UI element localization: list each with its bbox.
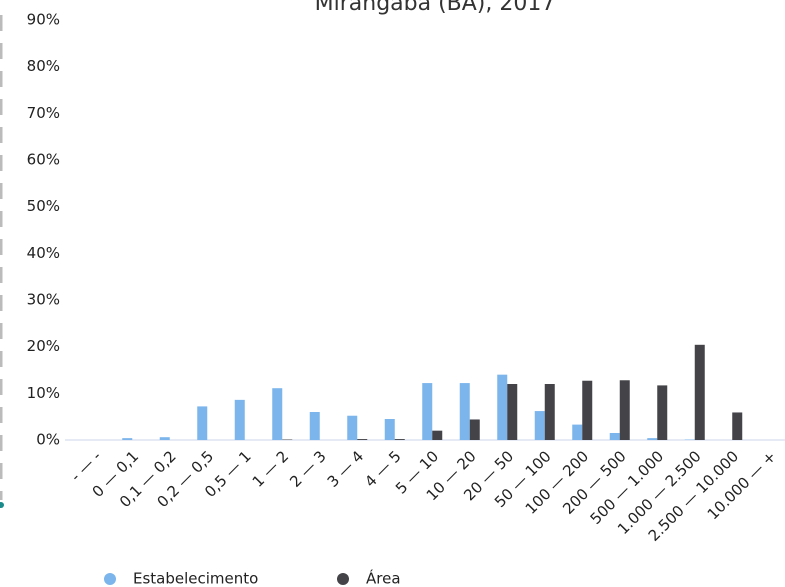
bar	[732, 412, 743, 440]
bar	[122, 438, 133, 440]
bar	[647, 438, 658, 440]
y-tick-label: 50%	[27, 197, 60, 215]
bar	[582, 380, 593, 440]
chart-title: Mirangaba (BA), 2017	[315, 0, 556, 16]
bar	[694, 344, 705, 440]
bar	[347, 415, 358, 440]
bar	[469, 419, 480, 440]
y-tick-label: 90%	[27, 11, 60, 29]
bar	[159, 437, 170, 440]
bar	[272, 388, 283, 440]
y-tick-label: 0%	[36, 431, 60, 449]
bar	[234, 399, 245, 440]
bar	[572, 424, 583, 440]
left-decoration	[0, 15, 4, 508]
y-tick-label: 10%	[27, 384, 60, 402]
bar	[459, 383, 470, 440]
legend-marker	[104, 573, 116, 585]
bar	[384, 419, 395, 440]
x-tick-label: 1 — 2	[249, 447, 293, 491]
legend-label: Estabelecimento	[133, 570, 258, 587]
y-tick-label: 20%	[27, 337, 60, 355]
legend-marker	[337, 573, 349, 585]
bar	[657, 385, 668, 440]
y-tick-label: 40%	[27, 244, 60, 262]
y-tick-label: 80%	[27, 57, 60, 75]
legend-label: Área	[366, 569, 401, 587]
bar	[619, 380, 630, 440]
bar	[609, 433, 620, 440]
bar	[432, 430, 443, 440]
x-tick-label: 3 — 4	[324, 447, 368, 491]
x-tick-label: 2 — 3	[286, 447, 330, 491]
bar	[357, 439, 368, 440]
bar	[534, 411, 545, 440]
y-tick-label: 60%	[27, 151, 60, 169]
bar	[197, 406, 208, 440]
bar	[422, 383, 433, 440]
bar	[309, 412, 320, 440]
bar	[507, 384, 518, 440]
y-tick-label: 70%	[27, 104, 60, 122]
y-tick-label: 30%	[27, 291, 60, 309]
bar	[497, 374, 508, 440]
bar	[394, 439, 405, 440]
bar	[544, 384, 555, 440]
